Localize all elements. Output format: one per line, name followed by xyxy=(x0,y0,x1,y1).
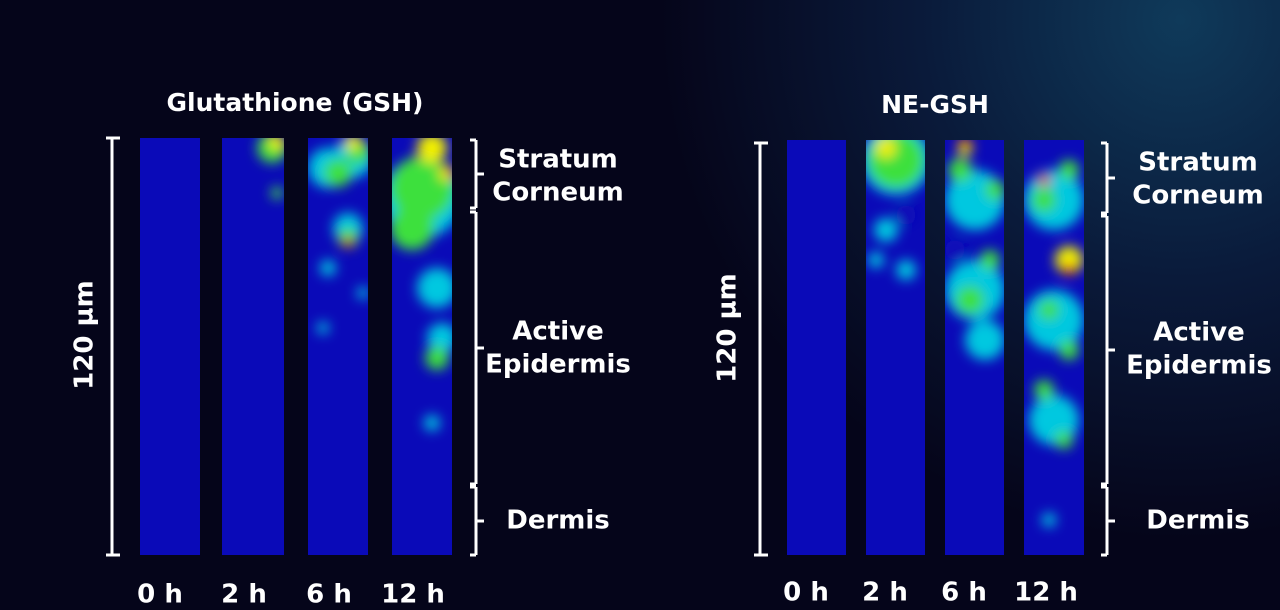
signal-blob xyxy=(427,323,452,353)
layer-label: Stratum xyxy=(498,145,618,175)
signal-blob xyxy=(896,205,916,225)
signal-blob xyxy=(874,218,898,242)
layer-label: Corneum xyxy=(1132,181,1264,211)
time-label: 6 h xyxy=(941,578,987,608)
signal-blob xyxy=(985,180,1004,200)
layer-label: Active xyxy=(512,317,603,347)
signal-blob xyxy=(392,206,434,250)
signal-blob xyxy=(271,187,283,199)
heatmap-signal xyxy=(866,140,925,280)
signal-blob xyxy=(343,238,353,248)
scale-label: 120 µm xyxy=(70,280,100,390)
signal-blob xyxy=(1042,513,1056,527)
signal-blob xyxy=(956,286,984,314)
signal-blob xyxy=(417,138,447,163)
heatmap-strip xyxy=(222,138,284,555)
signal-blob xyxy=(868,140,924,188)
signal-blob xyxy=(439,165,452,181)
time-label: 12 h xyxy=(381,580,445,610)
layer-label: Dermis xyxy=(506,506,610,536)
heatmap-blur xyxy=(945,140,1004,360)
signal-blob xyxy=(392,156,452,220)
heatmap-strip xyxy=(308,138,368,555)
time-label: 6 h xyxy=(306,580,352,610)
signal-blob xyxy=(1055,431,1073,449)
signal-blob xyxy=(876,140,896,158)
heatmap-blur xyxy=(866,140,925,280)
panel-title: NE-GSH xyxy=(881,90,989,119)
heatmap-signal xyxy=(257,138,284,199)
signal-blob xyxy=(896,260,916,280)
signal-blob xyxy=(1059,340,1079,360)
signal-blob xyxy=(1059,160,1079,180)
heatmap-blur xyxy=(257,138,284,199)
signal-blob xyxy=(317,322,329,334)
panel-title: Glutathione (GSH) xyxy=(167,88,424,117)
signal-blob xyxy=(959,144,971,156)
heatmap-signal xyxy=(945,140,1004,360)
time-label: 2 h xyxy=(221,580,267,610)
layer-label: Dermis xyxy=(1146,506,1250,536)
signal-blob xyxy=(1038,174,1050,186)
signal-blob xyxy=(345,138,361,150)
layer-label: Stratum xyxy=(1138,148,1258,178)
scale-label: 120 µm xyxy=(713,273,743,383)
heatmap-blur xyxy=(1024,160,1084,527)
time-label: 12 h xyxy=(1014,578,1078,608)
heatmap-signal xyxy=(1024,160,1084,527)
heatmap-signal xyxy=(392,138,452,431)
signal-blob xyxy=(1055,246,1083,274)
time-label: 0 h xyxy=(783,578,829,608)
signal-blob xyxy=(945,240,965,260)
layer-label: Epidermis xyxy=(1126,351,1272,381)
signal-blob xyxy=(446,169,452,177)
signal-blob xyxy=(357,287,368,299)
heatmap-signal xyxy=(308,138,368,334)
signal-blob xyxy=(1024,290,1084,350)
heatmap-strip xyxy=(787,140,846,555)
heatmap-blur xyxy=(392,138,452,431)
signal-blob xyxy=(980,250,1000,270)
signal-blob xyxy=(1039,300,1059,320)
signal-blob xyxy=(324,159,352,187)
signal-blob xyxy=(965,320,1004,360)
signal-blob xyxy=(948,158,972,182)
time-label: 0 h xyxy=(137,580,183,610)
signal-blob xyxy=(425,346,449,370)
heatmap-strip xyxy=(866,140,925,555)
signal-blob xyxy=(1034,380,1054,400)
time-label: 2 h xyxy=(862,578,908,608)
signal-blob xyxy=(868,252,884,268)
heatmap-blur xyxy=(308,138,368,334)
signal-blob xyxy=(269,138,284,150)
layer-label: Corneum xyxy=(492,178,624,208)
layer-label: Epidermis xyxy=(485,350,631,380)
heatmap-strip xyxy=(140,138,200,555)
signal-blob xyxy=(1032,188,1056,212)
signal-blob xyxy=(1063,264,1075,276)
signal-blob xyxy=(417,268,452,308)
signal-blob xyxy=(320,260,336,276)
layer-label: Active xyxy=(1153,318,1244,348)
signal-blob xyxy=(424,415,440,431)
